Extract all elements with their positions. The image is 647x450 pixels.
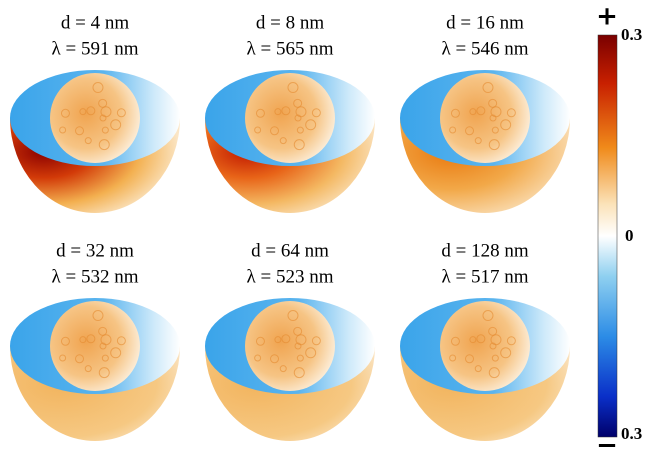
panel-wavelength: λ = 532 nm bbox=[52, 266, 139, 287]
panel-wavelength: λ = 591 nm bbox=[52, 38, 139, 59]
panel: d = 4 nm λ = 591 nm bbox=[10, 12, 180, 213]
panel: d = 64 nm λ = 523 nm bbox=[205, 240, 375, 441]
colorbar bbox=[598, 35, 617, 437]
inner-sphere bbox=[245, 73, 335, 163]
inner-sphere bbox=[50, 301, 140, 391]
panel-thickness: d = 128 nm bbox=[441, 240, 528, 261]
panel: d = 8 nm λ = 565 nm bbox=[205, 12, 375, 213]
panel-wavelength: λ = 523 nm bbox=[247, 266, 334, 287]
panel: d = 128 nm λ = 517 nm bbox=[400, 240, 570, 441]
inner-sphere bbox=[245, 301, 335, 391]
colorbar-zero: 0 bbox=[625, 226, 634, 245]
figure: + 0.3 0 0.3 − d = 4 nm λ = 591 nm d = 8 nm… bbox=[0, 0, 647, 450]
inner-sphere bbox=[50, 73, 140, 163]
colorbar-plus: + bbox=[596, 2, 618, 32]
panel-wavelength: λ = 565 nm bbox=[247, 38, 334, 59]
page: {"panels": [ {"d": "d = 4 nm", "lambda":… bbox=[0, 0, 647, 450]
colorbar-max: 0.3 bbox=[621, 25, 642, 44]
panel-thickness: d = 16 nm bbox=[446, 12, 524, 33]
colorbar-minus: − bbox=[596, 431, 618, 450]
panel: d = 32 nm λ = 532 nm bbox=[10, 240, 180, 441]
panel: d = 16 nm λ = 546 nm bbox=[400, 12, 570, 213]
colorbar-min: 0.3 bbox=[621, 424, 642, 443]
panel-thickness: d = 64 nm bbox=[251, 240, 329, 261]
panel-thickness: d = 8 nm bbox=[256, 12, 324, 33]
inner-sphere bbox=[440, 301, 530, 391]
panel-wavelength: λ = 546 nm bbox=[442, 38, 529, 59]
panel-wavelength: λ = 517 nm bbox=[442, 266, 529, 287]
panel-thickness: d = 4 nm bbox=[61, 12, 129, 33]
panel-thickness: d = 32 nm bbox=[56, 240, 134, 261]
inner-sphere bbox=[440, 73, 530, 163]
